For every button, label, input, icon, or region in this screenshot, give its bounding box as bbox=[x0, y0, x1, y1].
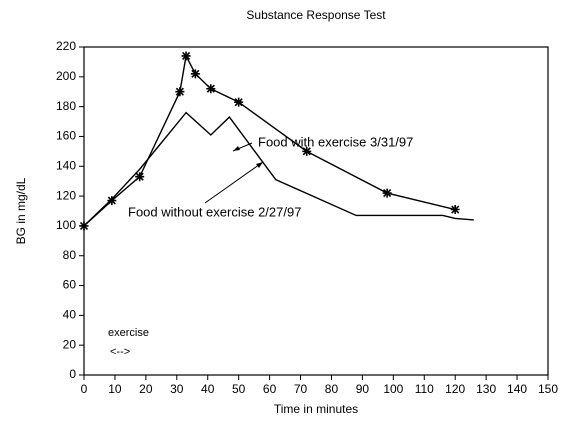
x-tick-label: 140 bbox=[507, 382, 527, 396]
series-line bbox=[83, 111, 474, 227]
x-tick-label: 90 bbox=[356, 382, 370, 396]
x-tick-label: 50 bbox=[232, 382, 246, 396]
y-tick-label: 40 bbox=[63, 308, 77, 322]
x-tick-label: 60 bbox=[263, 382, 277, 396]
plot-frame bbox=[83, 46, 549, 376]
marker bbox=[450, 205, 460, 215]
marker bbox=[234, 97, 244, 107]
y-tick-label: 220 bbox=[56, 39, 76, 53]
x-tick-label: 80 bbox=[325, 382, 339, 396]
marker bbox=[175, 87, 185, 97]
x-tick-label: 150 bbox=[538, 382, 558, 396]
arrow bbox=[204, 161, 264, 204]
y-tick-label: 120 bbox=[56, 188, 76, 202]
x-tick-label: 40 bbox=[201, 382, 215, 396]
x-tick-label: 70 bbox=[294, 382, 308, 396]
x-tick-label: 130 bbox=[476, 382, 496, 396]
marker bbox=[382, 188, 392, 198]
marker bbox=[107, 196, 117, 206]
marker bbox=[181, 51, 191, 61]
marker bbox=[135, 172, 145, 182]
y-tick-label: 80 bbox=[63, 248, 77, 262]
y-tick-label: 160 bbox=[56, 129, 76, 143]
chart-title: Substance Response Test bbox=[246, 8, 386, 22]
y-tick-label: 0 bbox=[69, 367, 76, 381]
annotation: exercise bbox=[108, 327, 149, 339]
x-tick-label: 10 bbox=[108, 382, 122, 396]
y-tick-label: 100 bbox=[56, 218, 76, 232]
y-tick-label: 60 bbox=[63, 278, 77, 292]
x-tick-label: 30 bbox=[170, 382, 184, 396]
series-label: Food without exercise 2/27/97 bbox=[128, 204, 301, 219]
x-tick-label: 120 bbox=[445, 382, 465, 396]
series-label: Food with exercise 3/31/97 bbox=[258, 134, 413, 149]
x-tick-label: 0 bbox=[81, 382, 88, 396]
marker bbox=[302, 146, 312, 156]
y-tick-label: 180 bbox=[56, 99, 76, 113]
arrow-head bbox=[256, 162, 263, 168]
y-tick-label: 200 bbox=[56, 69, 76, 83]
y-axis-label: BG in mg/dL bbox=[14, 177, 28, 244]
y-tick-label: 140 bbox=[56, 158, 76, 172]
marker bbox=[206, 84, 216, 94]
x-tick-label: 110 bbox=[415, 382, 434, 396]
annotation: <--> bbox=[110, 346, 130, 358]
y-tick-label: 20 bbox=[63, 337, 77, 351]
x-axis-label: Time in minutes bbox=[274, 402, 358, 416]
x-tick-label: 20 bbox=[139, 382, 153, 396]
marker bbox=[190, 69, 200, 79]
x-tick-label: 100 bbox=[383, 382, 403, 396]
arrow-head bbox=[233, 146, 240, 151]
